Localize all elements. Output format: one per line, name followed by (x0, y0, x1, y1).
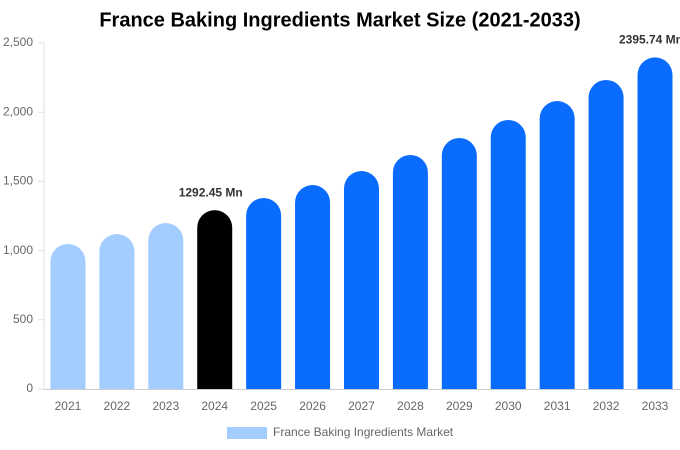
bar (343, 171, 379, 389)
x-tick-label: 2029 (446, 399, 473, 413)
x-tick-label: 2030 (495, 399, 522, 413)
x-tick-label: 2028 (397, 399, 424, 413)
y-tick-label: 2,000 (3, 104, 33, 118)
bar (246, 198, 282, 389)
y-tick-label: 1,000 (3, 243, 33, 257)
y-tick-label: 0 (26, 381, 33, 395)
x-tick-label: 2024 (201, 399, 228, 413)
x-tick-label: 2025 (250, 399, 277, 413)
bar (392, 154, 428, 389)
bar (50, 243, 86, 389)
legend-label: France Baking Ingredients Market (273, 425, 454, 439)
bar (148, 223, 184, 389)
y-tick-label: 500 (13, 312, 33, 326)
bar (588, 79, 624, 390)
y-tick-label: 1,500 (3, 174, 33, 188)
legend-swatch (227, 427, 267, 439)
x-tick-label: 2033 (642, 399, 669, 413)
x-tick-label: 2026 (299, 399, 326, 413)
y-tick-label: 2,500 (3, 35, 33, 49)
x-tick-label: 2027 (348, 399, 375, 413)
x-tick-label: 2022 (104, 399, 131, 413)
x-tick-label: 2032 (593, 399, 620, 413)
bar (99, 233, 135, 389)
bar (295, 184, 331, 389)
chart-title: France Baking Ingredients Market Size (2… (99, 9, 580, 31)
bar (490, 119, 526, 390)
value-label: 1292.45 Mn (179, 185, 243, 199)
x-tick-label: 2031 (544, 399, 571, 413)
bar (637, 57, 673, 390)
bar (539, 101, 575, 390)
x-tick-label: 2023 (152, 399, 179, 413)
bar (441, 137, 477, 389)
bar (197, 210, 233, 389)
x-tick-label: 2021 (55, 399, 82, 413)
value-label: 2395.74 Mn (619, 33, 680, 47)
